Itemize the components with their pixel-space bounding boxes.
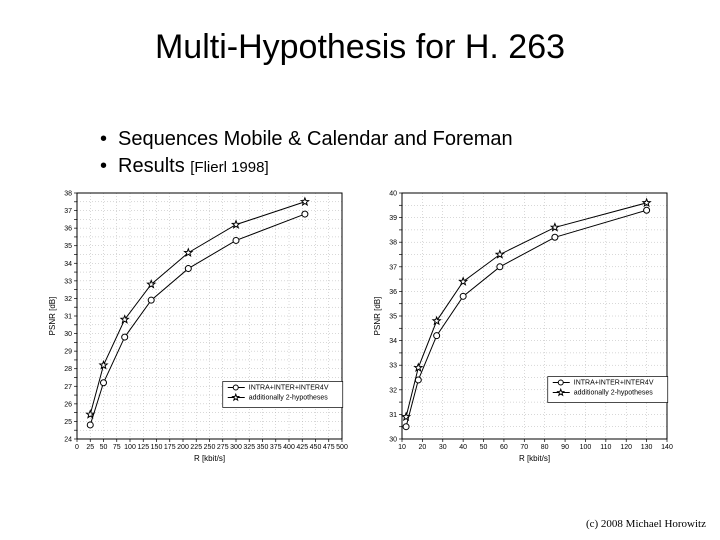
svg-text:36: 36 xyxy=(64,226,72,233)
svg-text:10: 10 xyxy=(398,444,406,451)
svg-text:400: 400 xyxy=(283,444,295,451)
bullet-text: Results xyxy=(118,155,190,177)
svg-text:250: 250 xyxy=(204,444,216,451)
svg-text:R [kbit/s]: R [kbit/s] xyxy=(519,454,550,463)
svg-text:32: 32 xyxy=(389,387,397,394)
svg-text:30: 30 xyxy=(64,331,72,338)
svg-text:100: 100 xyxy=(580,444,592,451)
svg-text:33: 33 xyxy=(64,278,72,285)
svg-text:25: 25 xyxy=(64,419,72,426)
svg-text:300: 300 xyxy=(230,444,242,451)
svg-text:425: 425 xyxy=(296,444,308,451)
svg-text:34: 34 xyxy=(389,338,397,345)
svg-text:24: 24 xyxy=(64,437,72,444)
svg-text:38: 38 xyxy=(389,240,397,247)
svg-text:475: 475 xyxy=(323,444,335,451)
svg-text:37: 37 xyxy=(64,208,72,215)
svg-text:100: 100 xyxy=(124,444,136,451)
svg-text:R [kbit/s]: R [kbit/s] xyxy=(194,454,225,463)
svg-text:27: 27 xyxy=(64,384,72,391)
svg-text:500: 500 xyxy=(336,444,348,451)
left-chart-svg: 0 25 50 75100125150175200225250275300325350… xyxy=(45,185,350,465)
svg-text:50: 50 xyxy=(100,444,108,451)
svg-text:225: 225 xyxy=(190,444,202,451)
svg-text:INTRA+INTER+INTER4V: INTRA+INTER+INTER4V xyxy=(249,384,329,391)
svg-text:32: 32 xyxy=(64,296,72,303)
bullet-item: Results [Flierl 1998] xyxy=(100,153,513,180)
copyright-footer: (c) 2008 Michael Horowitz xyxy=(586,518,706,530)
svg-text:31: 31 xyxy=(389,412,397,419)
svg-text:60: 60 xyxy=(500,444,508,451)
svg-text:130: 130 xyxy=(641,444,653,451)
svg-text:25: 25 xyxy=(86,444,94,451)
svg-text:175: 175 xyxy=(164,444,176,451)
svg-text:350: 350 xyxy=(257,444,269,451)
svg-text:0: 0 xyxy=(75,444,79,451)
bullet-text: Sequences Mobile & Calendar and Foreman xyxy=(118,128,513,150)
svg-text:450: 450 xyxy=(310,444,322,451)
svg-text:125: 125 xyxy=(137,444,149,451)
svg-text:325: 325 xyxy=(243,444,255,451)
svg-text:375: 375 xyxy=(270,444,282,451)
svg-text:275: 275 xyxy=(217,444,229,451)
svg-text:110: 110 xyxy=(600,444,611,451)
svg-text:80: 80 xyxy=(541,444,549,451)
svg-text:36: 36 xyxy=(389,289,397,296)
svg-text:26: 26 xyxy=(64,401,72,408)
svg-text:additionally 2-hypotheses: additionally 2-hypotheses xyxy=(249,394,328,401)
svg-text:150: 150 xyxy=(151,444,163,451)
svg-text:34: 34 xyxy=(64,261,72,268)
svg-text:INTRA+INTER+INTER4V: INTRA+INTER+INTER4V xyxy=(574,380,654,387)
svg-text:38: 38 xyxy=(64,191,72,198)
svg-text:35: 35 xyxy=(389,314,397,321)
svg-text:40: 40 xyxy=(459,444,467,451)
bullet-item: Sequences Mobile & Calendar and Foreman xyxy=(100,126,513,153)
slide: Multi-Hypothesis for H. 263 Sequences Mo… xyxy=(0,0,720,540)
svg-text:50: 50 xyxy=(480,444,488,451)
right-chart: 10 20 30 40 50 60 70 80 90 100 110 120 130 140 30 31 32 3… xyxy=(370,185,675,465)
svg-text:140: 140 xyxy=(661,444,673,451)
svg-text:29: 29 xyxy=(64,349,72,356)
left-chart: 0 25 50 75100125150175200225250275300325350… xyxy=(45,185,350,465)
svg-text:30: 30 xyxy=(389,437,397,444)
svg-text:200: 200 xyxy=(177,444,189,451)
svg-text:70: 70 xyxy=(520,444,528,451)
svg-text:37: 37 xyxy=(389,264,397,271)
bullet-list: Sequences Mobile & Calendar and Foreman … xyxy=(60,126,513,180)
svg-text:PSNR [dB]: PSNR [dB] xyxy=(48,297,57,336)
svg-text:PSNR [dB]: PSNR [dB] xyxy=(373,297,382,336)
page-title: Multi-Hypothesis for H. 263 xyxy=(0,28,720,67)
svg-text:31: 31 xyxy=(64,314,72,321)
right-chart-svg: 10 20 30 40 50 60 70 80 90 100 110 120 130 140 30 31 32 3… xyxy=(370,185,675,465)
svg-text:33: 33 xyxy=(389,363,397,370)
svg-text:35: 35 xyxy=(64,243,72,250)
svg-text:39: 39 xyxy=(389,215,397,222)
svg-text:20: 20 xyxy=(418,444,426,451)
svg-text:40: 40 xyxy=(389,191,397,198)
svg-text:90: 90 xyxy=(561,444,569,451)
svg-text:additionally 2-hypotheses: additionally 2-hypotheses xyxy=(574,390,653,397)
svg-text:30: 30 xyxy=(439,444,447,451)
svg-text:120: 120 xyxy=(620,444,632,451)
charts-row: 0255075100125150175200225250275300325350… xyxy=(45,185,675,465)
svg-text:28: 28 xyxy=(64,366,72,373)
svg-text:75: 75 xyxy=(113,444,121,451)
citation: [Flierl 1998] xyxy=(190,159,268,176)
